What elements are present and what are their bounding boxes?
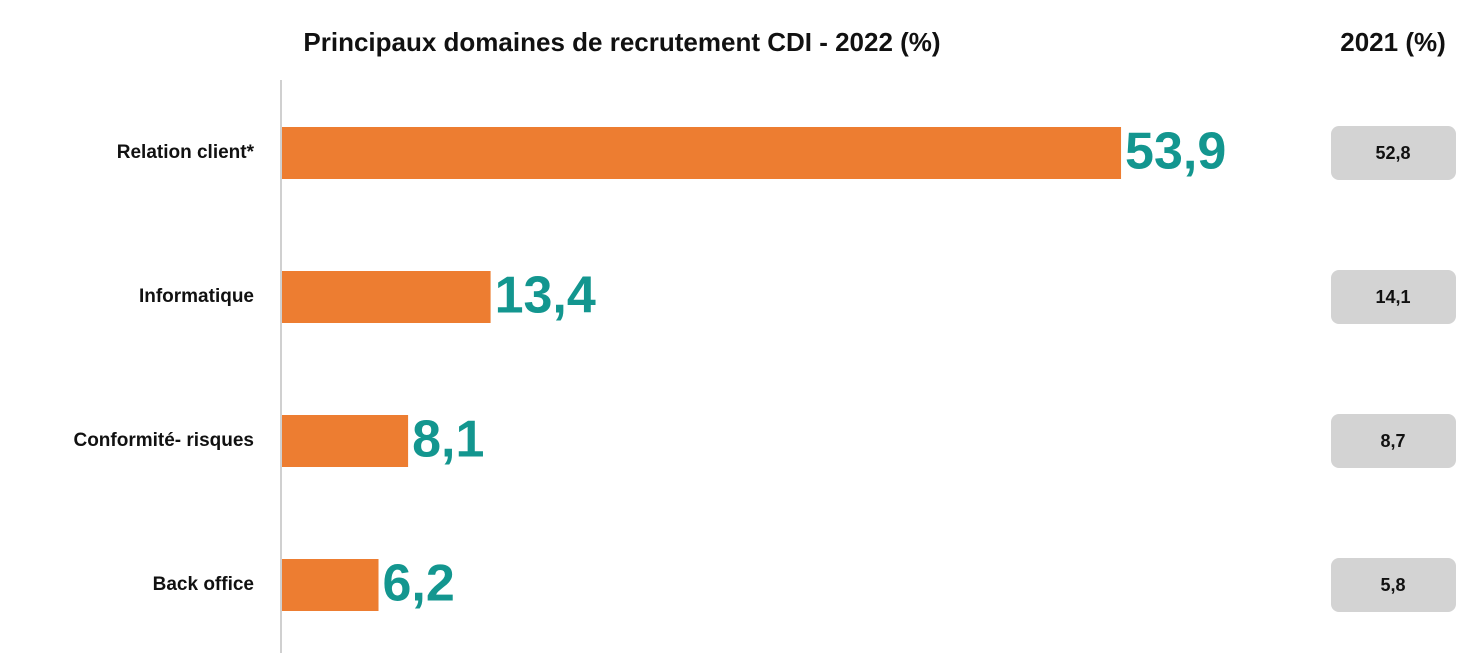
data-label: 13,4 (495, 267, 596, 325)
comparison-label: 8,7 (1380, 431, 1405, 451)
bar (282, 559, 379, 611)
comparison-box (1331, 558, 1456, 612)
chart-title: Principaux domaines de recrutement CDI -… (303, 27, 940, 57)
category-label: Conformité- risques (73, 430, 254, 451)
category-label: Informatique (139, 286, 254, 307)
comparison-label: 52,8 (1375, 143, 1410, 163)
comparison-label: 14,1 (1375, 287, 1410, 307)
comparison-box (1331, 414, 1456, 468)
comparison-label: 5,8 (1380, 575, 1405, 595)
comparison-box (1331, 126, 1456, 180)
comparison-title: 2021 (%) (1340, 27, 1446, 57)
data-label: 53,9 (1125, 123, 1226, 181)
category-label: Back office (153, 574, 254, 595)
bar (282, 271, 491, 323)
comparison-box (1331, 270, 1456, 324)
data-label: 6,2 (383, 555, 455, 613)
category-label: Relation client* (117, 142, 255, 163)
bar (282, 127, 1122, 179)
data-label: 8,1 (412, 411, 484, 469)
bar (282, 415, 409, 467)
